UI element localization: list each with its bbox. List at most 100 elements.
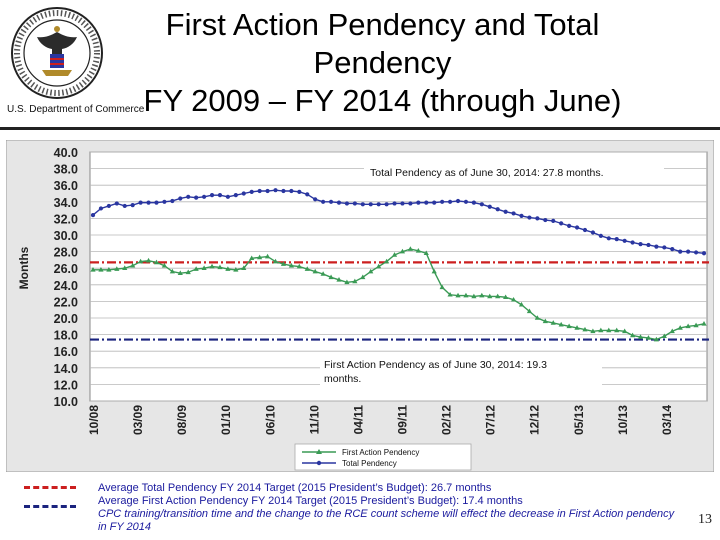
first-action-point — [233, 267, 239, 272]
first-action-point — [336, 277, 342, 282]
reference-lines — [90, 261, 709, 341]
first-action-point — [447, 291, 453, 297]
first-action-point — [114, 266, 120, 271]
first-action-point — [629, 332, 636, 338]
y-tick-label: 24.0 — [54, 279, 78, 293]
total-pendency-point — [598, 233, 603, 238]
total-pendency-point — [559, 221, 564, 226]
legend-total-label: Total Pendency — [342, 459, 397, 468]
x-tick-label: 07/12 — [484, 405, 498, 435]
first-action-point — [622, 328, 628, 334]
title-line-2: Pendency — [313, 45, 452, 80]
x-axis-ticks: 10/08 03/09 08/09 01/10 06/10 11/10 04/11 09/11… — [87, 405, 674, 435]
footer-first-action-target: Average First Action Pendency FY 2014 Ta… — [98, 495, 523, 507]
total-pendency-point — [662, 245, 667, 250]
first-action-point — [368, 268, 374, 274]
total-pendency-point — [495, 207, 500, 212]
total-pendency-point — [233, 193, 238, 198]
y-axis-ticks: 10.0 12.0 14.0 16.0 18.0 20.0 22.0 24.0 26.0 28.0… — [54, 146, 78, 409]
first-action-point — [407, 246, 414, 251]
total-pendency-point — [519, 213, 524, 219]
total-pendency-point — [257, 188, 262, 194]
total-pendency-point — [503, 209, 508, 214]
page-title: First Action Pendency and Total Pendency… — [110, 6, 655, 120]
first-action-point — [645, 335, 652, 340]
legend-box — [294, 443, 472, 471]
first-action-point — [90, 267, 96, 272]
first-action-point — [280, 261, 287, 266]
total-pendency-point — [384, 202, 389, 207]
first-action-point — [185, 269, 191, 275]
first-action-point — [153, 259, 160, 265]
total-pendency-point — [313, 197, 318, 202]
total-pendency-point — [241, 191, 246, 196]
first-action-point — [161, 262, 168, 268]
total-pendency-point — [90, 212, 96, 218]
first-action-point — [296, 263, 302, 269]
y-tick-label: 30.0 — [54, 229, 78, 243]
first-action-point — [463, 292, 469, 298]
first-action-point — [518, 301, 525, 307]
first-action-point — [138, 258, 144, 264]
first-action-point — [376, 263, 382, 269]
y-tick-label: 34.0 — [54, 196, 78, 210]
legend-first-action-marker — [316, 449, 322, 454]
first-action-point — [606, 327, 612, 333]
first-action-point — [145, 257, 152, 263]
first-action-point — [526, 308, 533, 314]
total-pendency-point — [678, 249, 683, 254]
title-line-3: FY 2009 – FY 2014 (through June) — [143, 83, 622, 118]
first-action-point — [661, 333, 667, 339]
first-action-point — [264, 253, 271, 259]
first-action-point — [288, 262, 294, 268]
total-pendency-point — [305, 192, 310, 197]
department-label: U.S. Department of Commerce — [7, 104, 145, 115]
total-pendency-point — [646, 242, 651, 248]
total-pendency-point — [551, 218, 556, 223]
total-pendency-point — [432, 200, 437, 205]
total-pendency-point — [328, 199, 334, 204]
first-action-point — [653, 336, 659, 342]
total-pendency-point — [424, 200, 429, 205]
first-action-point — [201, 265, 207, 270]
total-pendency-point — [654, 244, 659, 249]
total-pendency-point — [281, 188, 286, 194]
annotation-first-action-bg — [320, 356, 602, 386]
uspto-seal-logo — [11, 7, 103, 99]
total-pendency-point — [606, 236, 611, 241]
first-action-point — [503, 294, 509, 300]
first-action-point — [122, 265, 128, 270]
first-action-point — [471, 293, 477, 299]
first-action-point — [669, 328, 675, 334]
annotation-total: Total Pendency as of June 30, 2014: 27.8… — [370, 167, 604, 179]
y-tick-label: 26.0 — [54, 262, 78, 276]
footer-note: CPC training/transition time and the cha… — [98, 508, 675, 533]
pendency-chart: 10.0 12.0 14.0 16.0 18.0 20.0 22.0 24.0 26.0 28.0… — [6, 140, 714, 472]
footer-total-target: Average Total Pendency FY 2014 Target (2… — [98, 482, 492, 494]
page-number: 13 — [698, 512, 712, 527]
first-action-point — [582, 326, 588, 332]
total-pendency-point — [138, 200, 143, 205]
annotation-total-bg — [364, 164, 664, 180]
first-action-point — [272, 258, 279, 264]
total-pendency-point — [582, 227, 588, 233]
total-pendency-point — [344, 201, 350, 206]
first-action-point — [534, 315, 540, 320]
first-action-point — [574, 325, 580, 330]
total-pendency-point — [447, 199, 453, 204]
first-action-point — [217, 264, 223, 270]
total-pendency-point — [106, 203, 111, 209]
first-action-point — [542, 318, 548, 324]
total-pendency-point — [194, 195, 199, 200]
total-pendency-point — [186, 194, 191, 199]
total-pendency-point — [440, 199, 445, 204]
total-pendency-point — [686, 249, 691, 254]
y-tick-label: 38.0 — [54, 163, 78, 177]
gridlines — [90, 151, 707, 402]
total-pendency-point — [162, 199, 167, 204]
total-pendency-point — [289, 188, 294, 194]
total-pendency-point — [170, 198, 175, 204]
first-action-point — [209, 263, 215, 269]
first-action-point — [614, 327, 620, 333]
chart-legend: First Action Pendency Total Pendency — [294, 443, 472, 471]
